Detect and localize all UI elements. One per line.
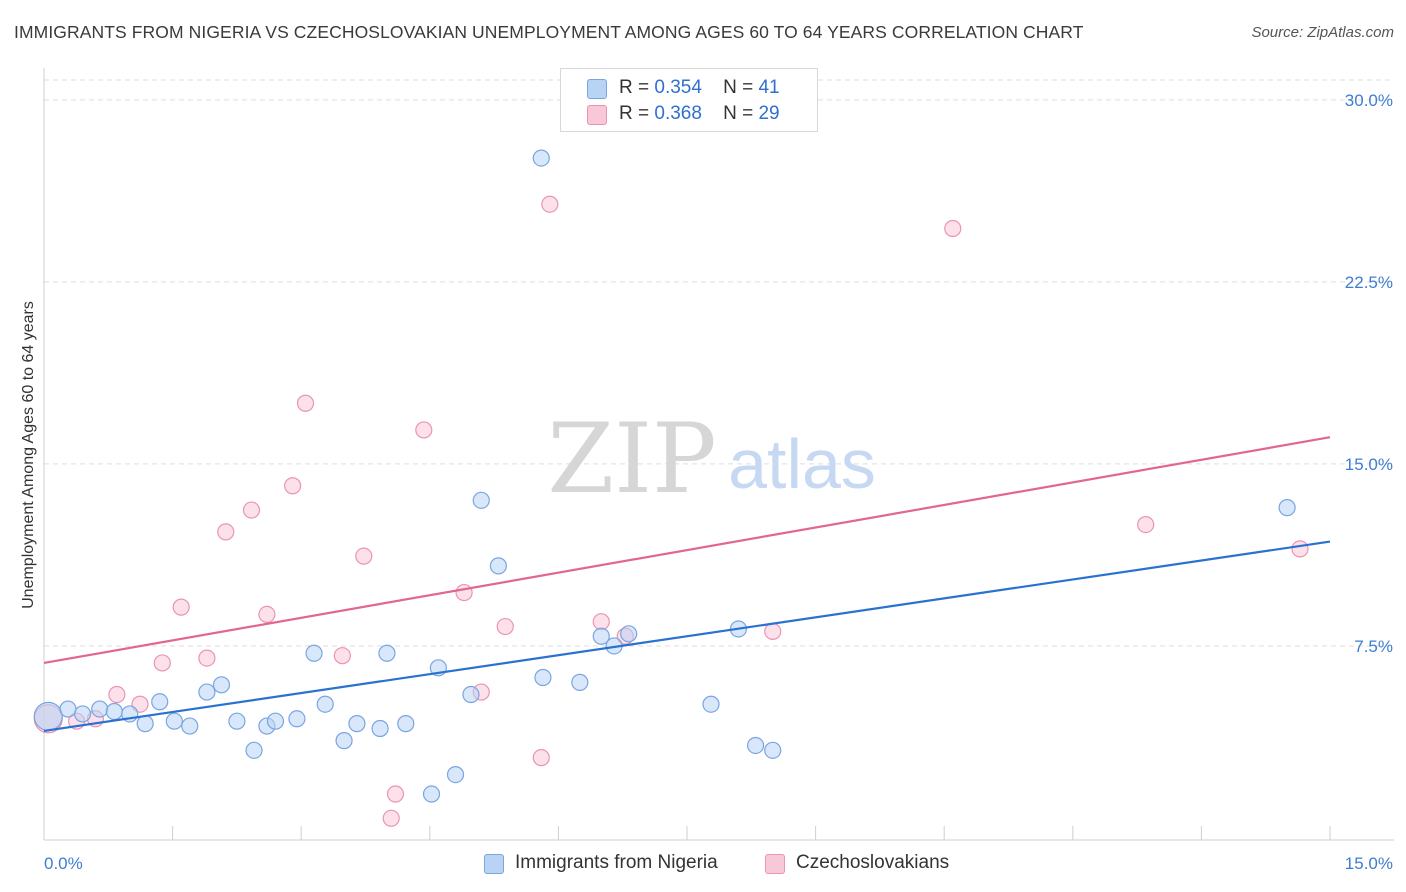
czech-point <box>172 598 190 616</box>
nigeria-point <box>288 710 306 728</box>
nigeria-point <box>1278 499 1296 517</box>
czech-point <box>108 685 126 704</box>
czech-point <box>386 785 405 803</box>
czech-point <box>592 613 610 631</box>
czech-point <box>296 394 315 412</box>
nigeria-point <box>305 644 323 662</box>
nigeria-point <box>73 705 92 723</box>
nigeria-point <box>33 701 63 731</box>
czech-point <box>333 647 351 665</box>
legend-swatch-nigeria <box>587 79 607 99</box>
nigeria-point <box>702 695 720 713</box>
nigeria-point <box>348 715 366 733</box>
nigeria-point <box>378 644 396 662</box>
nigeria-trend-line <box>43 540 1331 733</box>
legend-r-label: R = <box>619 77 650 98</box>
nigeria-point <box>472 491 490 509</box>
nigeria-point <box>620 625 638 643</box>
czech-point <box>1291 540 1309 558</box>
y-tick-label: 22.5% <box>1345 273 1393 292</box>
legend-n-nigeria: 41 <box>758 77 780 98</box>
czech-point <box>415 421 433 439</box>
trend-lines <box>43 436 1331 733</box>
bottom-swatch-czech <box>765 854 785 874</box>
bottom-label-czech: Czechoslovakians <box>796 852 950 873</box>
czech-point <box>944 219 962 238</box>
czech-point <box>355 547 373 565</box>
nigeria-point <box>165 712 183 730</box>
czech-point <box>242 501 261 519</box>
nigeria-point <box>446 766 465 784</box>
nigeria-point <box>181 717 199 735</box>
czech-point <box>541 195 559 213</box>
czech-point <box>382 809 400 827</box>
y-axis-label: Unemployment Among Ages 60 to 64 years <box>20 301 37 609</box>
legend-r-label: R = <box>619 103 650 124</box>
nigeria-point <box>228 712 246 730</box>
x-tick-label: 15.0% <box>1345 854 1393 873</box>
chart-title: IMMIGRANTS FROM NIGERIA VS CZECHOSLOVAKI… <box>14 22 1084 42</box>
nigeria-point <box>198 683 216 701</box>
czech-point <box>217 523 235 541</box>
czech-point <box>764 622 782 640</box>
nigeria-point <box>212 676 231 694</box>
nigeria-point <box>371 719 389 738</box>
nigeria-point <box>462 685 480 704</box>
bottom-label-nigeria: Immigrants from Nigeria <box>515 852 718 873</box>
y-tick-label: 7.5% <box>1354 637 1393 656</box>
czech-point <box>258 605 276 624</box>
czech-point <box>284 477 302 495</box>
nigeria-point <box>266 712 285 730</box>
czech-point <box>532 749 550 767</box>
y-tick-label: 30.0% <box>1345 91 1393 110</box>
correlation-legend: R = 0.354 N = 41 R = 0.368 N = 29 <box>560 68 818 132</box>
watermark: ZIP atlas <box>547 403 876 515</box>
legend-swatch-czech <box>587 105 607 125</box>
nigeria-point <box>335 732 353 750</box>
tick-labels: 7.5% 15.0% 22.5% 30.0% 0.0% 15.0% <box>44 91 1393 873</box>
source-label: Source: ZipAtlas.com <box>1251 24 1394 41</box>
nigeria-point <box>397 715 415 733</box>
nigeria-point <box>136 715 154 733</box>
bottom-swatch-nigeria <box>484 854 504 874</box>
nigeria-point <box>316 695 334 713</box>
nigeria-point <box>422 785 441 803</box>
nigeria-point <box>571 673 589 691</box>
legend-n-label: N = <box>723 103 754 124</box>
czech-trend-line <box>43 436 1331 665</box>
nigeria-point <box>592 627 610 645</box>
nigeria-point <box>746 736 765 755</box>
nigeria-point <box>532 149 550 167</box>
y-tick-label: 15.0% <box>1345 455 1393 474</box>
nigeria-point <box>91 700 109 718</box>
czech-point <box>496 617 514 636</box>
czech-point <box>455 583 473 602</box>
legend-n-czech: 29 <box>758 103 780 124</box>
czech-point <box>198 649 216 667</box>
nigeria-point <box>764 741 782 759</box>
legend-r-nigeria: 0.354 <box>654 77 702 98</box>
nigeria-point <box>151 693 169 711</box>
watermark-atlas: atlas <box>728 425 876 503</box>
axes-layer <box>43 68 1394 841</box>
nigeria-point <box>245 741 263 759</box>
nigeria-point <box>105 702 123 721</box>
watermark-zip: ZIP <box>547 403 716 515</box>
x-tick-label: 0.0% <box>44 854 83 873</box>
nigeria-point <box>59 700 77 718</box>
legend-r-czech: 0.368 <box>654 103 702 124</box>
czech-point <box>153 654 171 672</box>
legend-n-label: N = <box>723 77 754 98</box>
nigeria-point <box>534 668 552 687</box>
czech-point <box>1137 516 1155 534</box>
nigeria-point <box>489 557 507 575</box>
